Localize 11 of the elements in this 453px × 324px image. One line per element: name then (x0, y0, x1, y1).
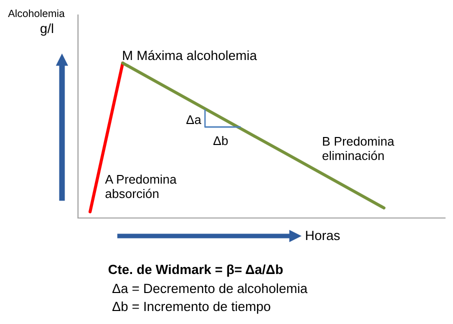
annotation: Δb (213, 136, 228, 146)
text: Alcoholemia (8, 9, 65, 18)
text: g/l (40, 23, 54, 36)
text: Cte. de Widmark = β= Δa/Δb (108, 264, 283, 277)
annotation: Δa (186, 115, 202, 124)
annotation: B Predomina eliminación (322, 136, 394, 160)
text: Horas (306, 230, 340, 240)
text: Δb = Incremento de tiempo (112, 301, 270, 314)
text: Δa = Decremento de alcoholemia (112, 283, 308, 294)
text: M Máxima alcoholemia (123, 50, 257, 60)
annotation: A Predomina absorción (105, 174, 177, 198)
